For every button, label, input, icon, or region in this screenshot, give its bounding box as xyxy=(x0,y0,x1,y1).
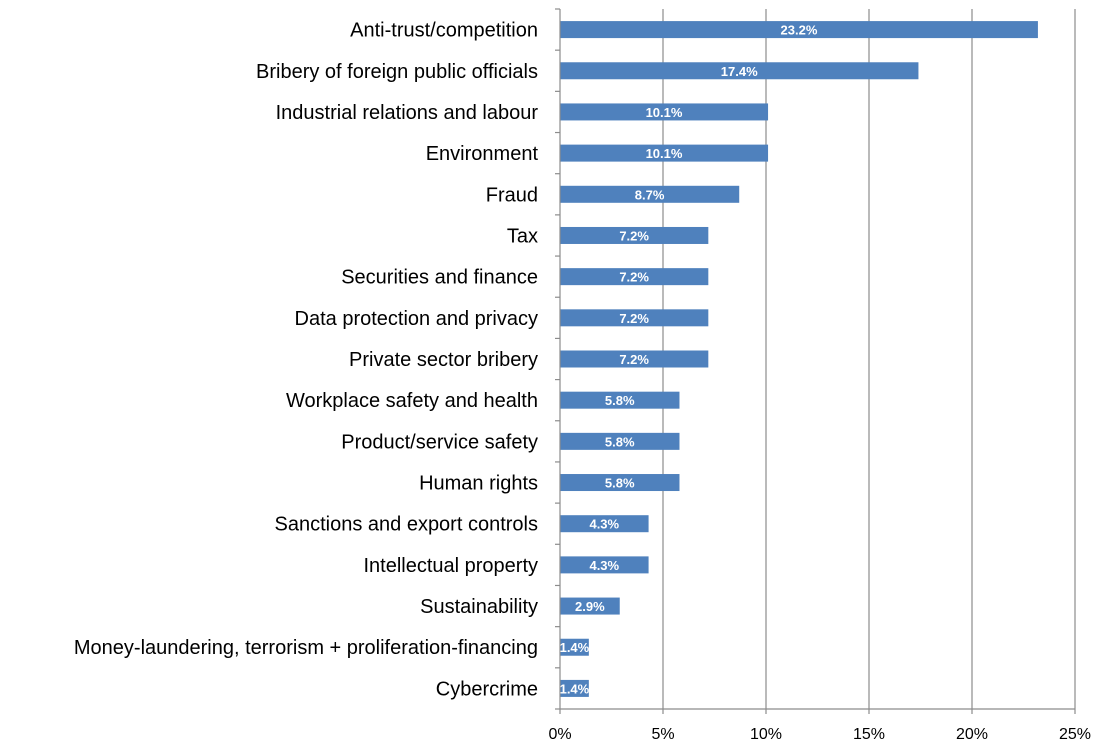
bar xyxy=(560,556,649,574)
category-label: Anti-trust/competition xyxy=(350,20,538,42)
bar xyxy=(560,21,1038,39)
x-tick-label: 25% xyxy=(1059,726,1091,742)
category-label: Industrial relations and labour xyxy=(276,102,539,124)
category-label: Product/service safety xyxy=(341,431,538,453)
category-label: Intellectual property xyxy=(363,555,538,577)
data-label: 4.3% xyxy=(589,517,619,532)
category-label: Workplace safety and health xyxy=(286,390,538,412)
data-label: 8.7% xyxy=(635,187,665,202)
category-label: Securities and finance xyxy=(341,267,538,289)
bars xyxy=(560,21,1038,697)
bar xyxy=(560,638,589,656)
x-tick-label: 10% xyxy=(750,726,782,742)
data-label: 5.8% xyxy=(605,476,635,491)
bar xyxy=(560,679,589,697)
category-label: Sustainability xyxy=(420,596,538,618)
bar xyxy=(560,226,709,244)
x-tick-label: 15% xyxy=(853,726,885,742)
bar xyxy=(560,185,740,203)
category-label: Cybercrime xyxy=(436,678,538,700)
data-label: 1.4% xyxy=(560,640,590,655)
bar xyxy=(560,62,919,80)
bar xyxy=(560,515,649,533)
data-label: 5.8% xyxy=(605,434,635,449)
category-label: Environment xyxy=(426,143,539,165)
category-label: Money-laundering, terrorism + proliferat… xyxy=(74,637,538,659)
data-label: 17.4% xyxy=(721,64,758,79)
bar xyxy=(560,103,769,121)
bar xyxy=(560,597,620,615)
bar xyxy=(560,268,709,286)
category-label: Tax xyxy=(507,225,538,247)
data-label: 7.2% xyxy=(619,228,649,243)
x-tick-label: 5% xyxy=(651,726,674,742)
category-label: Fraud xyxy=(486,184,538,206)
bar xyxy=(560,432,680,450)
gridlines xyxy=(662,9,1076,709)
data-label: 5.8% xyxy=(605,393,635,408)
category-label: Data protection and privacy xyxy=(295,308,538,330)
data-label: 7.2% xyxy=(619,270,649,285)
bar xyxy=(560,474,680,492)
category-label: Human rights xyxy=(419,473,538,495)
category-label: Sanctions and export controls xyxy=(275,514,539,536)
bar xyxy=(560,144,769,162)
bar xyxy=(560,391,680,409)
bar xyxy=(560,309,709,327)
category-label: Private sector bribery xyxy=(349,349,538,371)
data-label: 10.1% xyxy=(646,105,683,120)
x-tick-label: 20% xyxy=(956,726,988,742)
labels: 0% 5% 10% 15% 20% 25% Anti-trust/competition 23… xyxy=(74,20,1091,742)
data-label: 23.2% xyxy=(781,23,818,38)
x-tick-label: 0% xyxy=(548,726,571,742)
axes xyxy=(555,8,1076,714)
bar xyxy=(560,350,709,368)
data-label: 7.2% xyxy=(619,352,649,367)
data-label: 2.9% xyxy=(575,599,605,614)
data-label: 1.4% xyxy=(560,681,590,696)
data-label: 10.1% xyxy=(646,146,683,161)
data-label: 4.3% xyxy=(589,558,619,573)
data-label: 7.2% xyxy=(619,311,649,326)
category-label: Bribery of foreign public officials xyxy=(256,61,538,83)
